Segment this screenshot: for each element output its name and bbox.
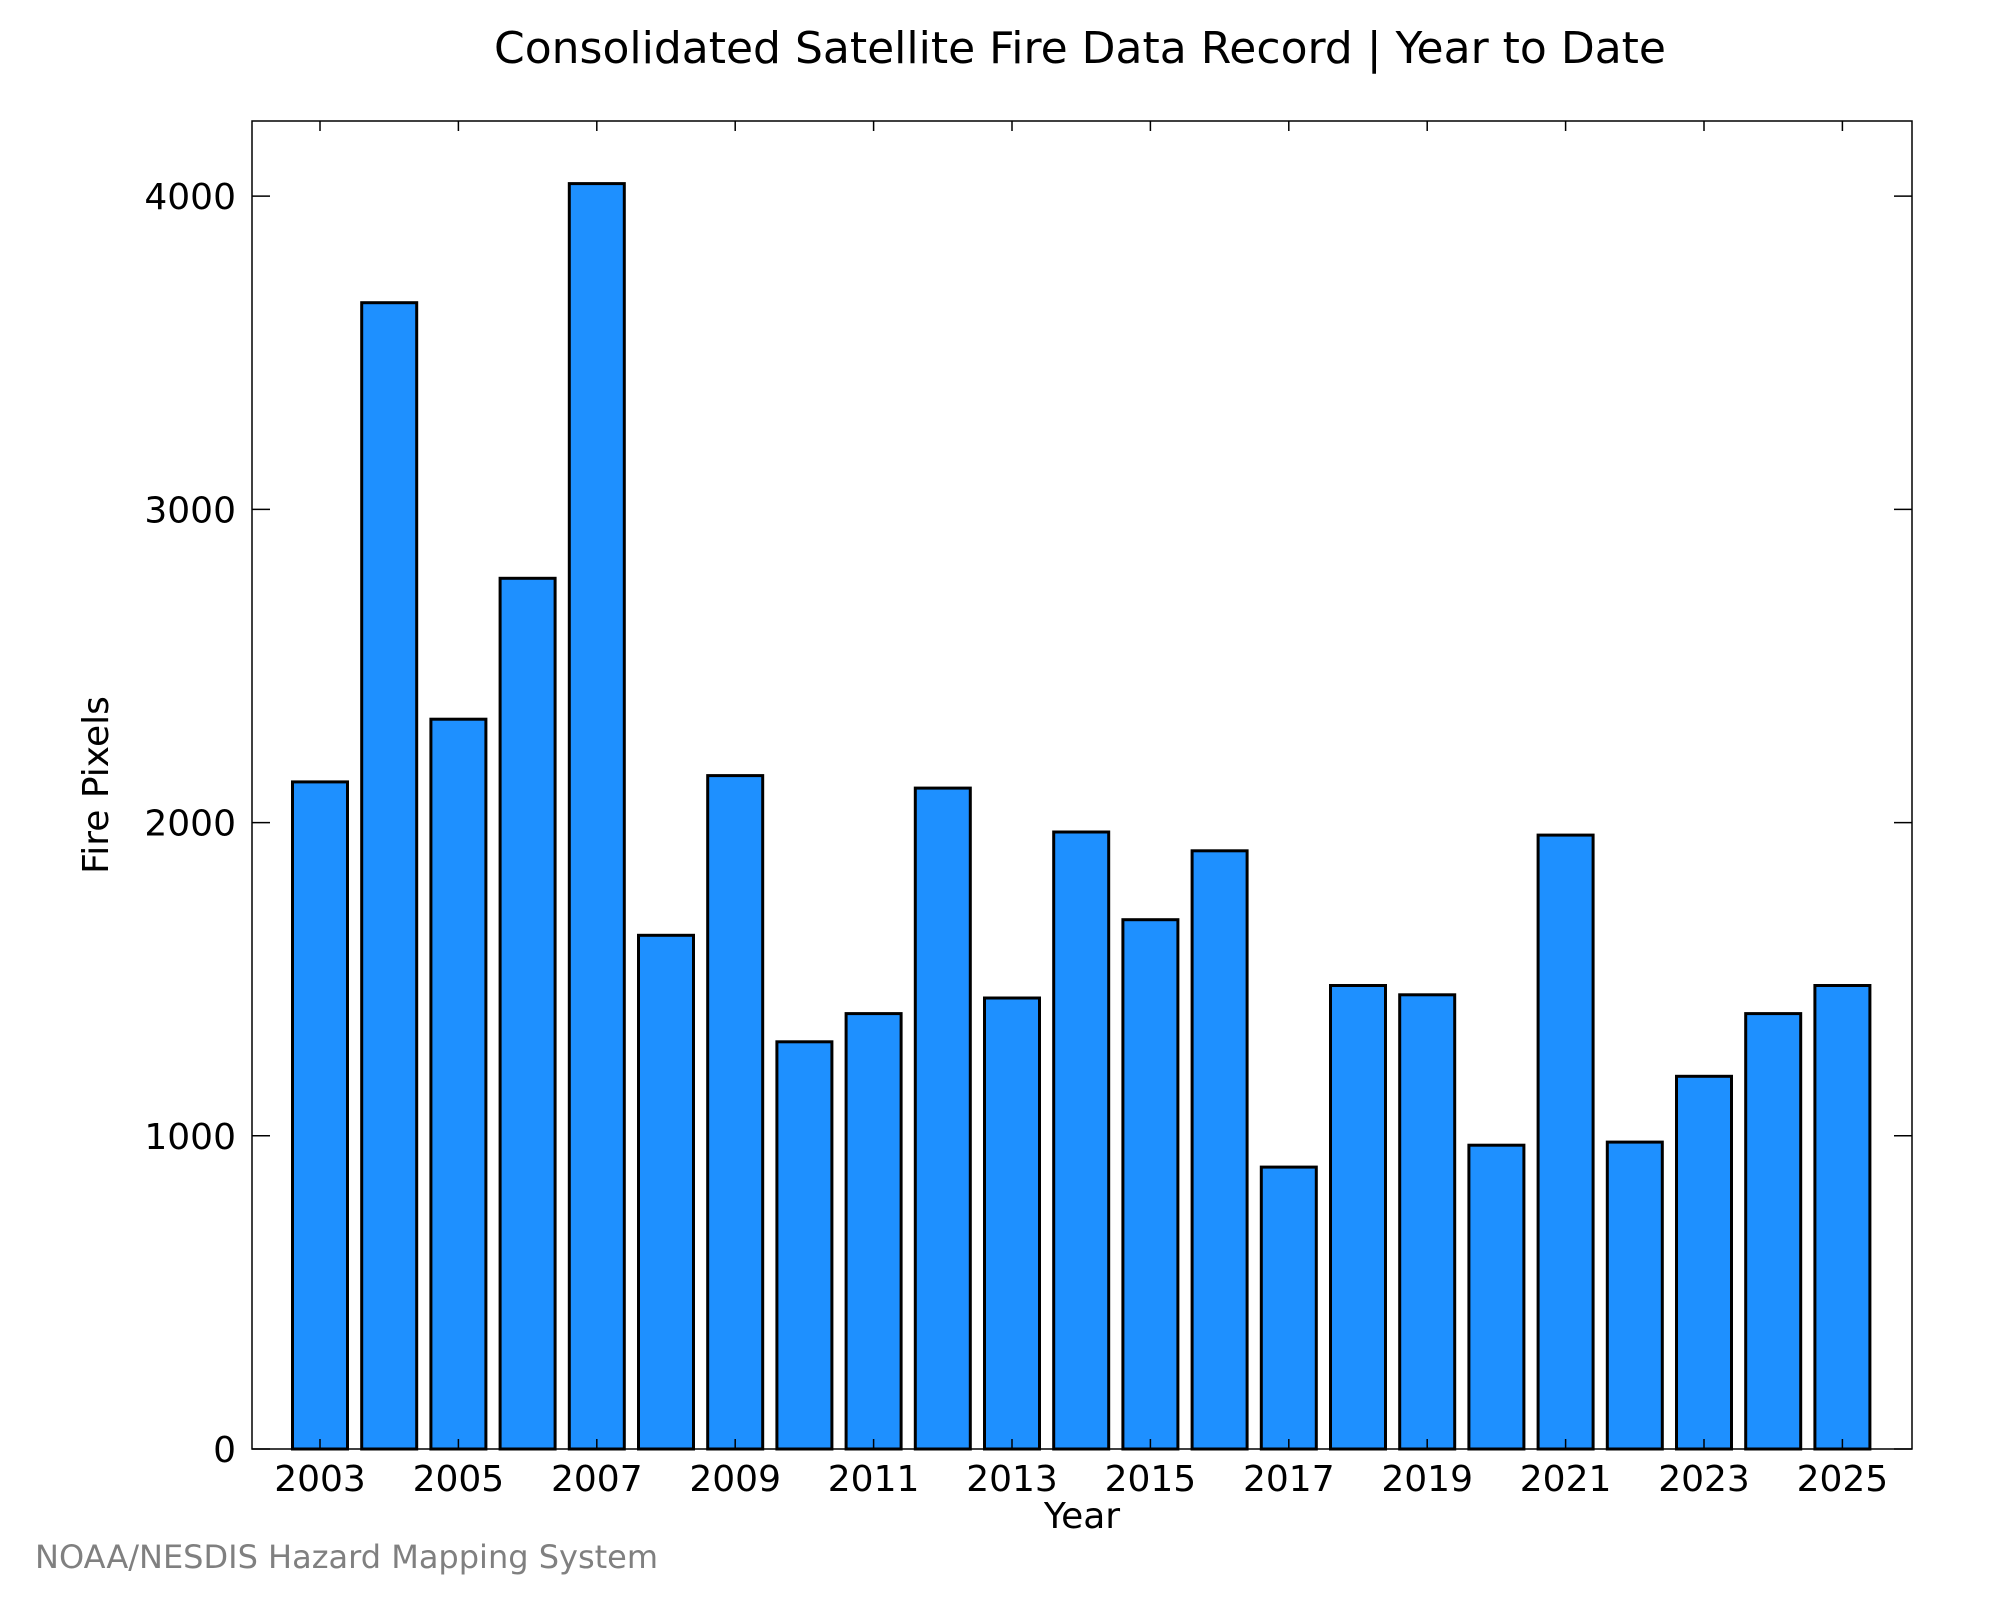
bar-2014 [1052,830,1111,1451]
bar-2018 [1329,984,1387,1451]
plot-frame [251,120,1913,1450]
x-tick-label: 2015 [1105,1459,1197,1500]
x-tick-label: 2005 [413,1459,505,1500]
bar-2007 [567,182,626,1451]
bar-2008 [637,933,695,1451]
x-tick-label: 2011 [828,1459,920,1500]
source-credit: NOAA/NESDIS Hazard Mapping System [35,1538,659,1576]
bar-2011 [844,1012,903,1451]
y-tick-label: 3000 [144,490,236,531]
x-tick-label: 2023 [1658,1459,1750,1500]
bar-2005 [429,717,488,1451]
y-tick-label: 0 [213,1430,236,1471]
bar-2010 [775,1040,834,1451]
bar-2021 [1536,833,1595,1451]
bar-2006 [498,576,557,1451]
bar-2023 [1675,1074,1733,1451]
x-tick-label: 2021 [1520,1459,1612,1500]
x-axis-label: Year [1043,1496,1120,1537]
y-tick-label: 2000 [144,804,236,845]
x-tick-label: 2003 [274,1459,366,1500]
bar-2025 [1813,984,1872,1451]
x-tick-label: 2013 [966,1459,1058,1500]
bar-2016 [1190,849,1249,1451]
bar-2017 [1259,1165,1318,1451]
bar-2015 [1121,918,1180,1451]
bar-2013 [983,996,1041,1451]
chart-title: Consolidated Satellite Fire Data Record … [494,23,1666,74]
bar-2003 [291,780,349,1451]
bar-2024 [1744,1012,1803,1451]
x-tick-label: 2017 [1243,1459,1335,1500]
x-tick-label: 2019 [1381,1459,1473,1500]
y-tick-label: 4000 [144,177,236,218]
bar-2020 [1467,1143,1526,1451]
y-axis-label: Fire Pixels [76,696,117,874]
bar-2004 [360,301,419,1451]
bar-2012 [913,786,972,1451]
ticks-layer: 0 1000 2000 3000 4000 2003 2005 2007 2009 2011 201… [144,121,1912,1500]
x-tick-label: 2025 [1797,1459,1889,1500]
x-tick-label: 2007 [551,1459,643,1500]
bar-2022 [1605,1140,1664,1451]
y-tick-label: 1000 [144,1117,236,1158]
bars-layer [291,182,1872,1451]
bar-2009 [706,774,765,1451]
x-tick-label: 2009 [689,1459,781,1500]
bar-2019 [1398,993,1457,1451]
